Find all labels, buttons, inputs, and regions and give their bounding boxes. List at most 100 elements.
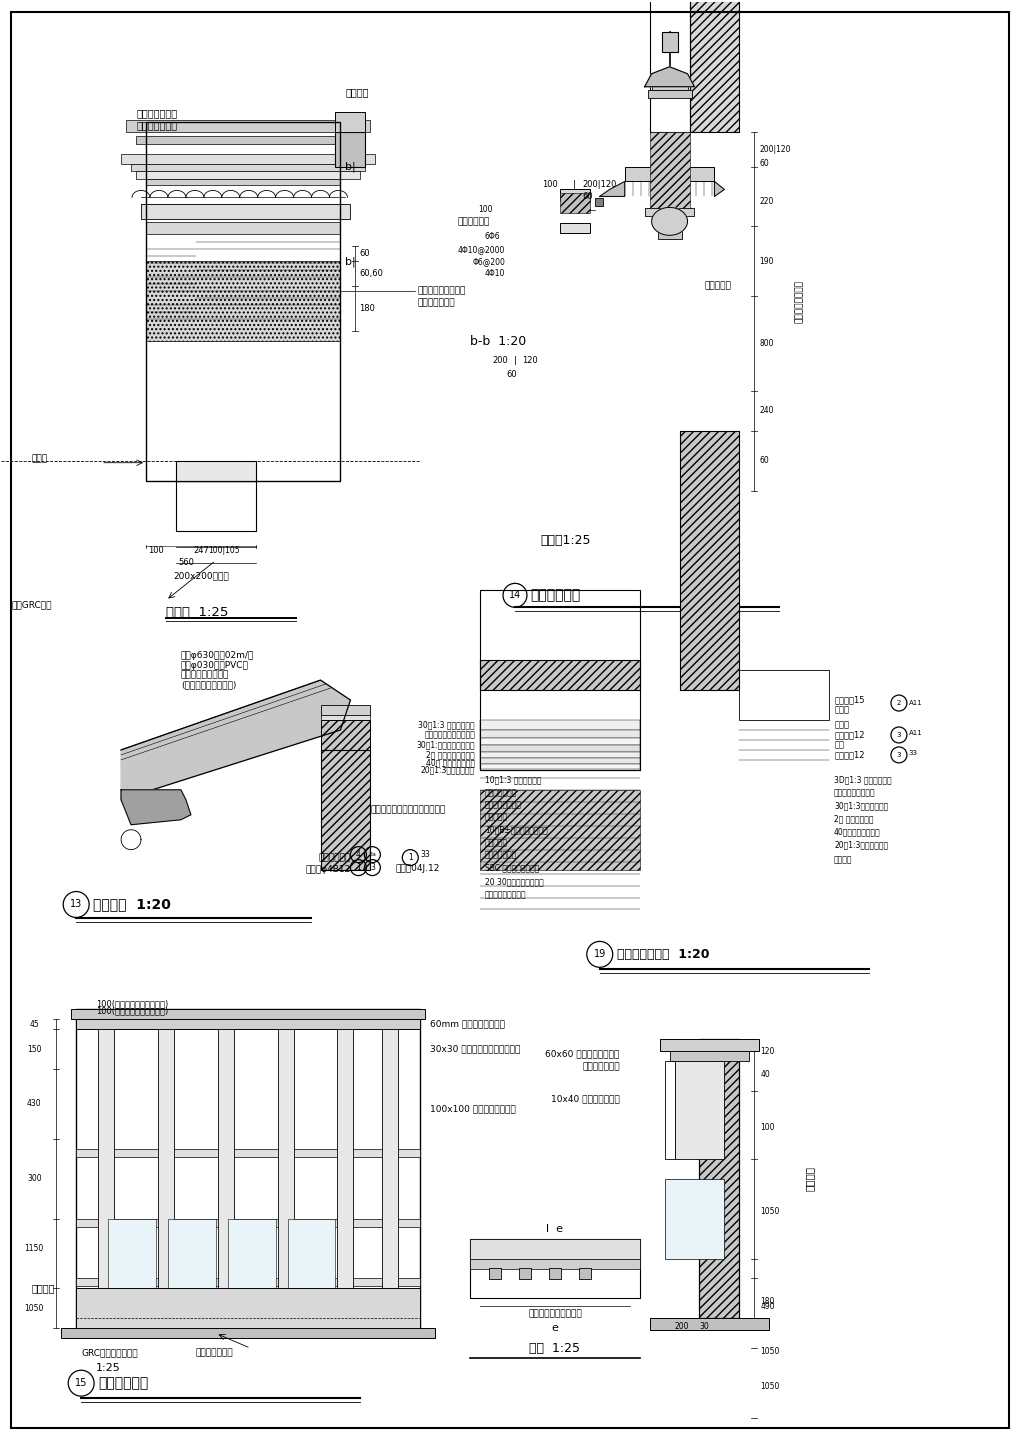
Text: 13: 13 [70,900,83,910]
Text: 檐口大样  1:20: 檐口大样 1:20 [93,897,171,912]
Text: 100: 100 [759,1123,774,1132]
Text: A11: A11 [908,730,922,736]
Bar [136,171,360,180]
Polygon shape [599,181,624,196]
Text: 490: 490 [759,1302,774,1310]
Text: b|: b| [345,256,356,266]
Bar [651,82,687,89]
Text: 60: 60 [582,192,593,202]
Text: 成品鹰花: 成品鹰花 [345,86,369,96]
Text: 根据实际长度确定: 根据实际长度确定 [794,279,803,323]
Text: 30x30 仿木色铝合金方管（柱）: 30x30 仿木色铝合金方管（柱） [430,1044,520,1054]
Text: 聚氨酯高土自防水附加层: 聚氨酯高土自防水附加层 [424,730,475,740]
Text: 雨落锚打12: 雨落锚打12 [834,750,864,759]
Bar [647,89,691,98]
Bar [480,660,639,690]
Text: 4: 4 [356,850,361,860]
Text: 3: 3 [370,863,374,873]
Text: 560: 560 [177,557,194,567]
Bar [488,1267,500,1280]
Text: 基准性: 基准性 [834,720,848,730]
Bar [277,1030,293,1328]
Text: 3D厚1:3 水泥砂浆面层: 3D厚1:3 水泥砂浆面层 [834,775,891,785]
Bar [649,0,689,131]
Text: 内置膨胀水硅料填实: 内置膨胀水硅料填实 [180,671,229,680]
Text: |: | [513,357,516,366]
Text: 10x40 仿木色铝合金槽: 10x40 仿木色铝合金槽 [550,1094,620,1103]
Bar [168,1218,216,1289]
Bar [175,461,256,481]
Bar [668,1051,749,1061]
Text: 管上口: 管上口 [834,706,848,714]
Bar [548,1267,560,1280]
Text: 60: 60 [506,370,517,380]
Bar [76,1009,420,1328]
Text: 19: 19 [593,949,605,959]
Bar [679,431,739,690]
Text: 1050: 1050 [759,1207,779,1217]
Polygon shape [121,680,351,799]
Text: 6Φ6: 6Φ6 [484,232,499,240]
Text: 白色高级外墙乳胶漆: 白色高级外墙乳胶漆 [417,287,465,295]
Text: 60x60 仿木色铝合金栏杆: 60x60 仿木色铝合金栏杆 [545,1050,620,1058]
Bar [480,757,639,763]
Text: 检修φ630管道02m/个: 检修φ630管道02m/个 [180,651,254,660]
Polygon shape [713,181,723,196]
Text: 3: 3 [896,752,901,757]
Text: 2a: 2a [368,852,376,857]
Text: 青灰色仿石面砖: 青灰色仿石面砖 [136,108,177,118]
Text: 150: 150 [28,1044,42,1054]
Text: 成品雕花屋脊: 成品雕花屋脊 [458,217,489,226]
Bar [480,730,639,737]
Text: l  e: l e [546,1224,562,1234]
Bar [335,131,365,167]
Text: 30厚1:3地保护保护层: 30厚1:3地保护保护层 [834,801,888,811]
Text: 钢筋混凝土: 钢筋混凝土 [485,838,507,847]
Bar [227,1218,275,1289]
Text: 100: 100 [477,204,492,215]
Text: 180: 180 [359,304,375,312]
Bar [649,1319,768,1331]
Bar [61,1328,435,1338]
Bar [559,193,589,213]
Bar [98,1030,114,1328]
Text: 管圆锚打15: 管圆锚打15 [834,696,864,704]
Bar [121,154,375,164]
Bar [218,1030,233,1328]
Bar [320,750,370,870]
Bar [76,1149,420,1156]
Text: 40厚地面聚苯板一道: 40厚地面聚苯板一道 [834,827,880,837]
Text: 30厚1:水泥细沙地保护层: 30厚1:水泥细沙地保护层 [416,740,475,749]
Bar [664,1061,674,1159]
Bar [659,1040,758,1051]
Text: Φ6@200: Φ6@200 [472,256,504,266]
Text: 45: 45 [30,1020,39,1028]
Text: 10层B±水泥细沙砂浆找平: 10层B±水泥细沙砂浆找平 [485,825,547,834]
Text: 2厚 防地膜地地防水层: 2厚 防地膜地地防水层 [426,750,475,759]
Text: 聚氨酯自防水附加层: 聚氨酯自防水附加层 [834,788,875,798]
Text: 20 30厚水泥细沙保护层: 20 30厚水泥细沙保护层 [485,877,543,886]
Bar [175,481,256,530]
Bar [130,164,365,171]
Text: 60: 60 [758,158,768,168]
Text: 180: 180 [759,1297,774,1306]
Polygon shape [644,66,694,86]
Bar [470,1259,639,1269]
Bar [699,1040,739,1319]
Text: 20厚1:3近地砂浆找平: 20厚1:3近地砂浆找平 [834,840,888,850]
Text: 窗台: 窗台 [834,740,844,749]
Bar [320,720,370,750]
Text: 40: 40 [759,1070,769,1079]
Bar [644,209,694,216]
Text: 60,60: 60,60 [359,269,383,278]
Text: 专用锁螺层: 专用锁螺层 [485,812,507,821]
Text: 锌雨防水卷材层: 锌雨防水卷材层 [485,788,517,798]
Bar [76,1218,420,1227]
Bar [480,763,639,769]
Bar [689,0,739,131]
Text: 247: 247 [193,546,209,554]
Text: 阳台栏杆大样: 阳台栏杆大样 [98,1377,148,1390]
Bar [480,737,639,744]
Bar [126,120,370,131]
Text: 800: 800 [758,338,773,347]
